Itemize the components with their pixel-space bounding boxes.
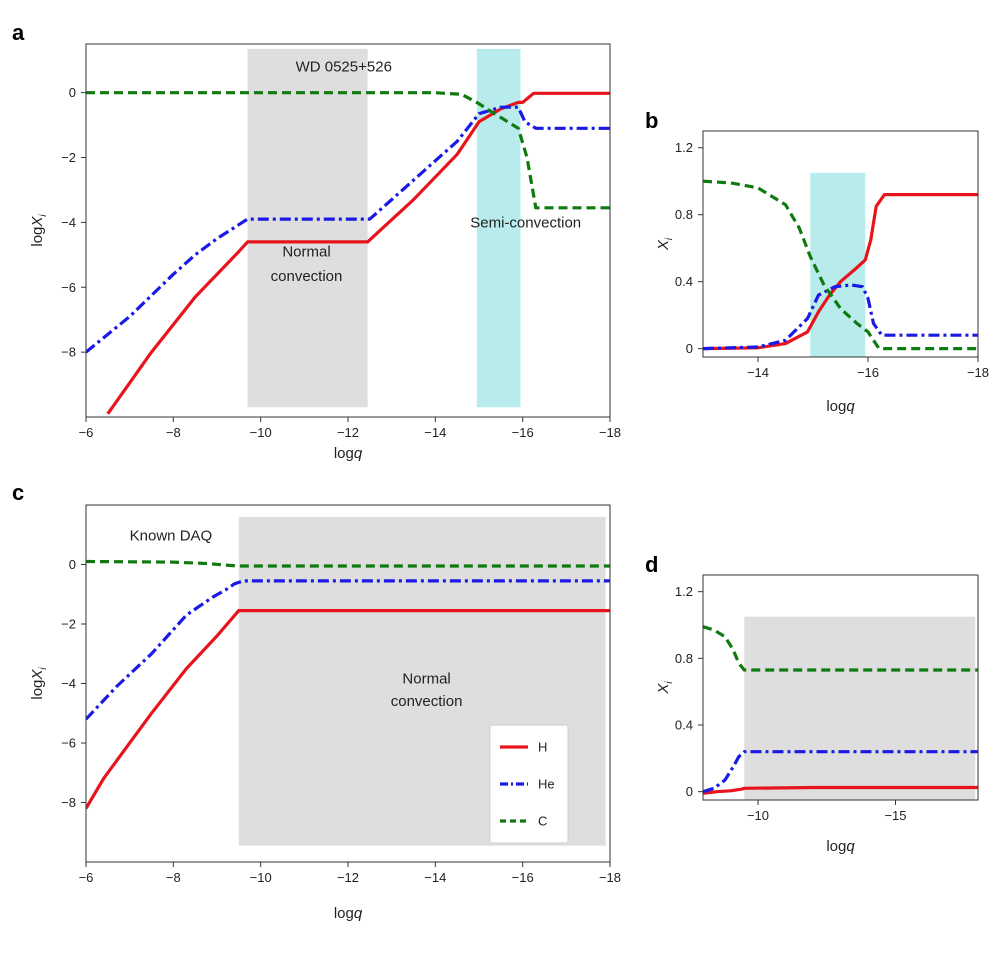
series-c-line-c <box>86 559 610 568</box>
y-tick-label-b: 1.2 <box>675 140 693 155</box>
series-he-line-b <box>703 283 978 351</box>
shaded-region-b-0 <box>810 172 866 357</box>
y-tick-label-d: 0.4 <box>675 718 693 733</box>
plot-frame-d <box>702 574 979 801</box>
x-tick-label-c: −12 <box>337 870 359 885</box>
x-tick-label-a: −16 <box>512 425 534 440</box>
shaded-region-a-0 <box>247 48 368 408</box>
y-tick-label-d: 0.8 <box>675 651 693 666</box>
x-tick-label-c: −16 <box>512 870 534 885</box>
x-tick-label-a: −8 <box>166 425 181 440</box>
x-axis-label-b: logq <box>826 398 855 415</box>
x-tick-label-b: −16 <box>857 365 879 380</box>
annotation-a-1: Normal <box>282 243 330 260</box>
y-tick-label-c: −8 <box>61 795 76 810</box>
legend-box <box>489 724 569 844</box>
panel-c: −6 −8 −10 −12 −14 −16 −18 0 −2 −4 −6 −8 logq logXi Kno… <box>29 504 621 922</box>
y-tick-label-a: −8 <box>61 345 76 360</box>
x-tick-label-d: −15 <box>884 808 906 823</box>
panel-d: −10 −15 0 0.4 0.8 1.2 logq Xi <box>655 574 979 855</box>
x-tick-label-c: −6 <box>79 870 94 885</box>
annotation-a-3: Semi-convection <box>470 214 581 231</box>
x-tick-label-a: −6 <box>79 425 94 440</box>
series-h-line-a <box>106 91 610 415</box>
x-tick-label-c: −10 <box>250 870 272 885</box>
series-he-line-c <box>86 579 610 721</box>
panel-letter-d: d <box>645 552 658 577</box>
y-tick-label-d: 1.2 <box>675 584 693 599</box>
plot-frame-b <box>702 130 979 358</box>
series-he-line-a <box>86 105 610 354</box>
series-c-line-b <box>703 179 978 351</box>
y-tick-label-c: −2 <box>61 617 76 632</box>
x-tick-label-a: −12 <box>337 425 359 440</box>
legend-label-c: C <box>538 814 547 829</box>
panel-letter-a: a <box>12 20 25 45</box>
y-tick-label-b: 0 <box>686 341 693 356</box>
x-tick-label-b: −14 <box>747 365 769 380</box>
series-c-line-d <box>703 625 978 672</box>
annotation-c-1: Normal <box>402 671 450 688</box>
y-axis-label-a: logXi <box>29 214 49 247</box>
x-tick-label-c: −8 <box>166 870 181 885</box>
y-tick-label-a: 0 <box>69 85 76 100</box>
annotation-c-2: convection <box>391 693 463 710</box>
y-tick-label-a: −2 <box>61 150 76 165</box>
x-tick-label-c: −14 <box>424 870 446 885</box>
y-tick-label-a: −6 <box>61 280 76 295</box>
series-h-line-b <box>703 193 978 351</box>
series-he-line-d <box>703 750 978 794</box>
y-axis-label-d: Xi <box>655 681 675 695</box>
annotation-c-0: Known DAQ <box>130 528 213 545</box>
y-tick-label-d: 0 <box>686 784 693 799</box>
x-tick-label-b: −18 <box>967 365 989 380</box>
x-tick-label-d: −10 <box>747 808 769 823</box>
x-axis-label-a: logq <box>334 445 363 462</box>
x-tick-label-c: −18 <box>599 870 621 885</box>
annotation-a-2: convection <box>271 268 343 285</box>
legend-label-he: He <box>538 777 555 792</box>
y-tick-label-a: −4 <box>61 215 76 230</box>
x-tick-label-a: −14 <box>424 425 446 440</box>
series-c-line-a <box>86 91 610 210</box>
panel-letter-b: b <box>645 108 658 133</box>
annotation-a-0: WD 0525+526 <box>296 59 392 76</box>
x-tick-label-a: −10 <box>250 425 272 440</box>
legend-label-h: H <box>538 740 547 755</box>
x-axis-label-c: logq <box>334 905 363 922</box>
y-tick-label-c: 0 <box>69 557 76 572</box>
panel-letter-c: c <box>12 480 24 505</box>
panel-b: −14 −16 −18 0 0.4 0.8 1.2 logq Xi <box>655 130 989 415</box>
y-tick-label-c: −4 <box>61 676 76 691</box>
panel-a: −6 −8 −10 −12 −14 −16 −18 0 −2 −4 −6 −8 logq logXi WD … <box>29 43 621 462</box>
series-h-line-c <box>86 609 610 810</box>
y-tick-label-b: 0.4 <box>675 274 693 289</box>
y-tick-label-b: 0.8 <box>675 207 693 222</box>
y-axis-label-c: logXi <box>29 667 49 700</box>
x-axis-label-d: logq <box>826 838 855 855</box>
y-axis-label-b: Xi <box>655 237 675 251</box>
y-tick-label-c: −6 <box>61 736 76 751</box>
series-h-line-d <box>703 785 978 795</box>
shaded-region-d-0 <box>744 616 976 800</box>
x-tick-label-a: −18 <box>599 425 621 440</box>
